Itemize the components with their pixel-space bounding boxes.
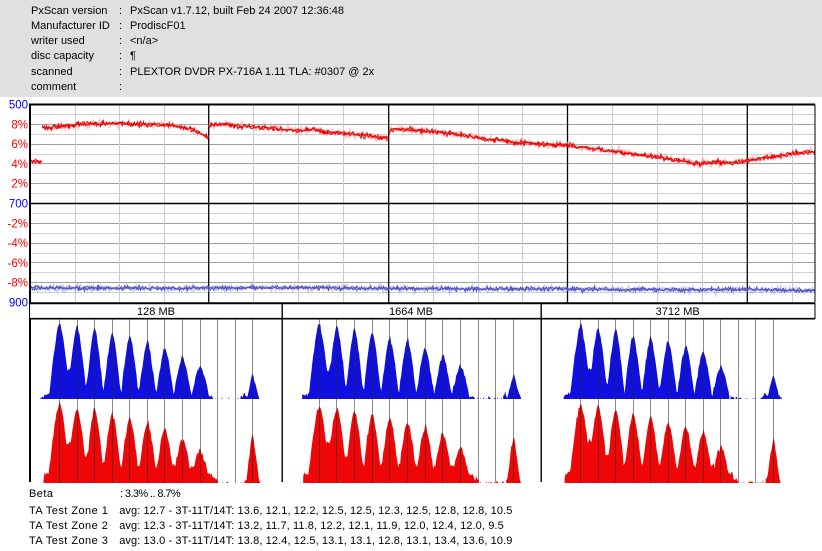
svg-text:-4%: -4% — [8, 238, 28, 250]
svg-text:900: 900 — [9, 298, 28, 310]
svg-text:4%: 4% — [11, 159, 28, 171]
svg-text:6%: 6% — [11, 139, 28, 151]
svg-text:500: 500 — [9, 100, 28, 112]
svg-text:2%: 2% — [11, 179, 28, 191]
svg-text:1664 MB: 1664 MB — [389, 306, 433, 318]
svg-text:8%: 8% — [11, 119, 28, 131]
svg-text:-8%: -8% — [8, 278, 28, 290]
svg-text:-6%: -6% — [8, 258, 28, 270]
svg-text:-2%: -2% — [8, 218, 28, 230]
svg-text:128 MB: 128 MB — [137, 306, 175, 318]
svg-text:700: 700 — [9, 199, 28, 211]
svg-text:3712 MB: 3712 MB — [656, 306, 700, 318]
